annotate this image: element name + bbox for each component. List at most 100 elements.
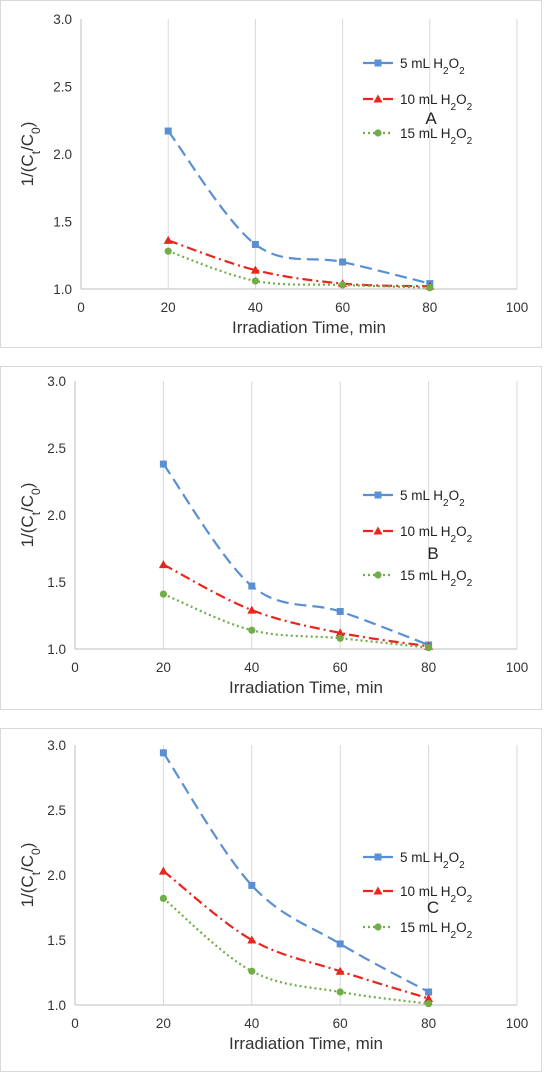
series-line-1: [162, 563, 429, 648]
y-tick-label: 1.5: [47, 933, 66, 948]
panel-label: A: [425, 109, 437, 128]
y-axis-title: 1/(Ct/C0): [18, 122, 43, 187]
x-tick-label: 0: [77, 300, 85, 315]
x-tick-label: 60: [333, 660, 348, 675]
data-point-series-2: [164, 247, 172, 255]
y-tick-label: 2.5: [47, 441, 66, 456]
y-tick-label: 2.0: [47, 868, 66, 883]
x-tick-label: 60: [333, 1016, 348, 1031]
x-tick-label: 0: [71, 660, 79, 675]
series-line-2: [162, 593, 429, 649]
y-tick-label: 2.0: [47, 508, 66, 523]
data-point-series-1: [158, 560, 168, 569]
data-point-series-2: [159, 894, 167, 902]
data-point-series-2: [336, 988, 344, 996]
legend-label-1: 10 mL H2O2: [400, 524, 473, 545]
y-tick-label: 3.0: [53, 12, 72, 27]
y-axis-title: 1/(Ct/C0): [18, 483, 43, 548]
x-tick-label: 100: [506, 1016, 529, 1031]
legend-marker-0: [374, 853, 382, 861]
data-point-series-0: [339, 258, 347, 266]
data-point-series-2: [248, 626, 256, 634]
legend-marker-2: [374, 571, 382, 579]
panel-label: C: [427, 898, 439, 917]
chart-panel-a: 0 20 40 60 80 100 1.0 1.5 2.0 2.5 3.0 Irradiation T…: [0, 0, 542, 348]
series-line-1: [167, 239, 430, 288]
data-point-series-0: [159, 749, 167, 757]
series-line-2: [167, 250, 430, 289]
legend-label-0: 5 mL H2O2: [400, 850, 465, 871]
legend-marker-1: [373, 526, 383, 535]
series-line-1: [162, 870, 429, 1000]
data-point-series-0: [336, 940, 344, 948]
data-point-series-1: [424, 994, 434, 1002]
x-tick-label: 100: [506, 660, 529, 675]
legend-label-2: 15 mL H2O2: [400, 126, 473, 147]
y-tick-label: 2.5: [47, 803, 66, 818]
x-axis-title: Irradiation Time, min: [229, 1034, 383, 1053]
chart-1-svg: 0 20 40 60 80 100 1.0 1.5 2.0 2.5 3.0 Irradiation T…: [18, 374, 529, 697]
chart-2-svg: 0 20 40 60 80 100 1.0 1.5 2.0 2.5 3.0 Irradiation T…: [18, 738, 529, 1053]
data-point-series-0: [251, 240, 259, 248]
y-tick-label: 3.0: [47, 738, 66, 753]
y-tick-label: 3.0: [47, 374, 66, 389]
data-point-series-1: [247, 935, 257, 944]
data-point-series-2: [425, 1000, 433, 1008]
x-tick-label: 80: [421, 1016, 436, 1031]
x-axis-title: Irradiation Time, min: [229, 678, 383, 697]
data-point-series-1: [158, 866, 168, 875]
data-point-series-1: [335, 628, 345, 637]
legend-marker-1: [373, 886, 383, 895]
y-tick-label: 2.0: [53, 147, 72, 162]
y-tick-label: 1.0: [47, 642, 66, 657]
y-tick-label: 1.0: [47, 998, 66, 1013]
data-point-series-2: [248, 967, 256, 975]
chart-0-svg: 0 20 40 60 80 100 1.0 1.5 2.0 2.5 3.0 Irradiation T…: [18, 12, 529, 337]
data-point-series-1: [163, 235, 173, 244]
chart-panel-b: 0 20 40 60 80 100 1.0 1.5 2.0 2.5 3.0 Irradiation T…: [0, 366, 542, 710]
legend-marker-0: [374, 491, 382, 499]
x-axis-title: Irradiation Time, min: [232, 318, 386, 337]
legend-label-0: 5 mL H2O2: [400, 56, 465, 77]
x-tick-label: 0: [71, 1016, 79, 1031]
x-tick-label: 40: [248, 300, 263, 315]
x-tick-label: 40: [244, 1016, 259, 1031]
chart-panel-c: 0 20 40 60 80 100 1.0 1.5 2.0 2.5 3.0 Irradiation T…: [0, 728, 542, 1072]
data-point-series-0: [248, 881, 256, 889]
legend-marker-1: [373, 94, 383, 103]
series-line-0: [167, 130, 431, 285]
x-tick-label: 20: [156, 1016, 171, 1031]
data-point-series-0: [425, 988, 433, 996]
x-tick-label: 20: [156, 660, 171, 675]
data-point-series-2: [336, 634, 344, 642]
legend-marker-2: [374, 129, 382, 137]
data-point-series-2: [425, 644, 433, 652]
y-tick-label: 1.0: [53, 282, 72, 297]
legend-label-2: 15 mL H2O2: [400, 920, 473, 941]
data-point-series-0: [336, 607, 344, 615]
y-tick-label: 1.5: [47, 575, 66, 590]
data-point-series-2: [339, 281, 347, 289]
x-tick-label: 80: [422, 300, 437, 315]
panel-label: B: [427, 544, 438, 563]
data-point-series-2: [159, 590, 167, 598]
data-point-series-1: [250, 265, 260, 274]
x-tick-label: 80: [421, 660, 436, 675]
legend-marker-0: [374, 59, 382, 67]
data-point-series-2: [426, 284, 434, 292]
data-point-series-1: [247, 605, 257, 614]
x-tick-label: 100: [506, 300, 529, 315]
series-line-0: [162, 463, 429, 647]
x-tick-label: 60: [335, 300, 350, 315]
legend-label-1: 10 mL H2O2: [400, 884, 473, 905]
data-point-series-2: [251, 277, 259, 285]
series-line-0: [162, 752, 430, 993]
data-point-series-0: [248, 582, 256, 590]
legend-label-0: 5 mL H2O2: [400, 488, 465, 509]
y-tick-label: 1.5: [53, 215, 72, 230]
y-tick-label: 2.5: [53, 80, 72, 95]
legend-label-2: 15 mL H2O2: [400, 568, 473, 589]
legend-marker-2: [374, 923, 382, 931]
y-axis-title: 1/(Ct/C0): [18, 843, 43, 908]
data-point-series-1: [335, 966, 345, 975]
